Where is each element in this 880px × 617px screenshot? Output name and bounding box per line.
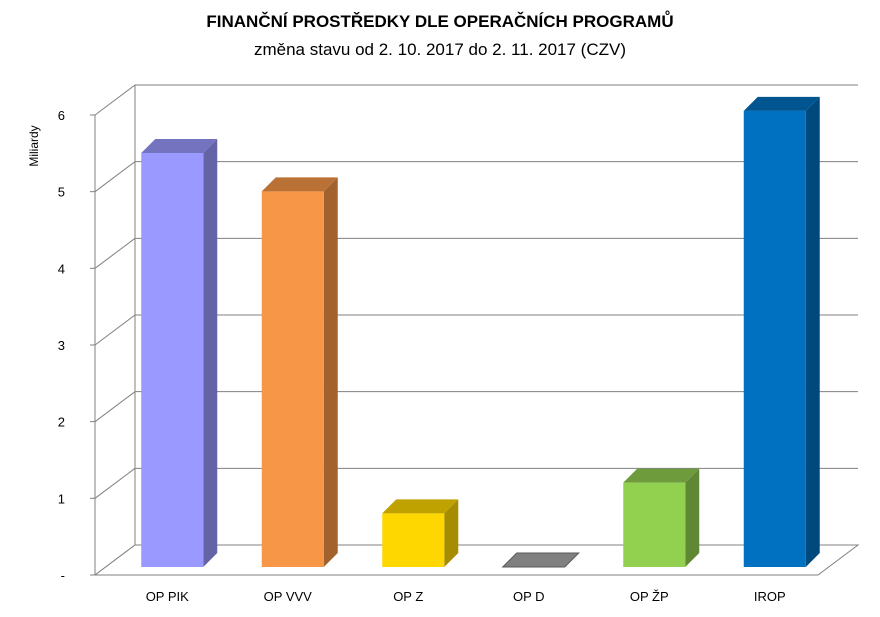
bar-top <box>141 139 218 153</box>
bar-side <box>805 96 820 567</box>
bar <box>261 191 324 568</box>
y-tick-label: - <box>61 568 65 583</box>
gridline-diagonal <box>94 237 136 269</box>
x-tick-labels: OP PIK OP VVV OP Z OP D OP ŽP IROP <box>146 589 786 604</box>
x-tick-label: OP ŽP <box>630 589 669 604</box>
y-tick-label: 5 <box>58 185 65 200</box>
x-tick-label: IROP <box>754 589 786 604</box>
gridlines <box>90 84 858 576</box>
bar <box>623 482 686 567</box>
gridline-diagonal <box>94 161 136 193</box>
bar-top <box>382 499 459 514</box>
chart-subtitle: změna stavu od 2. 10. 2017 do 2. 11. 201… <box>253 40 627 59</box>
gridline-diagonal <box>94 84 136 116</box>
bars <box>141 96 820 568</box>
x-tick-label: OP VVV <box>264 589 313 604</box>
x-tick-label: OP D <box>513 589 545 604</box>
y-tick-label: 4 <box>58 261 65 276</box>
bar-side <box>323 177 338 568</box>
bar <box>743 110 806 567</box>
y-tick-labels: - 1 2 3 4 5 6 <box>58 108 65 583</box>
bar-side <box>444 499 459 567</box>
gridline-diagonal <box>94 467 136 499</box>
gridline-diagonal <box>94 391 136 423</box>
x-tick-label: OP Z <box>393 589 423 604</box>
bar-top <box>261 177 338 192</box>
bar <box>141 153 204 567</box>
bar-side <box>685 468 700 567</box>
bar-side <box>203 139 218 567</box>
y-tick-label: 2 <box>58 415 65 430</box>
bar-top <box>623 468 700 483</box>
gridline-diagonal <box>94 314 136 346</box>
x-tick-label: OP PIK <box>146 589 189 604</box>
bar <box>501 552 580 568</box>
y-axis-label: Miliardy <box>27 125 41 166</box>
bar <box>382 513 445 567</box>
y-tick-label: 6 <box>58 108 65 123</box>
y-tick-label: 1 <box>58 491 65 506</box>
bar-top <box>743 96 820 111</box>
y-tick-label: 3 <box>58 338 65 353</box>
chart-title: FINANČNÍ PROSTŘEDKY DLE OPERAČNÍCH PROGR… <box>206 12 674 31</box>
